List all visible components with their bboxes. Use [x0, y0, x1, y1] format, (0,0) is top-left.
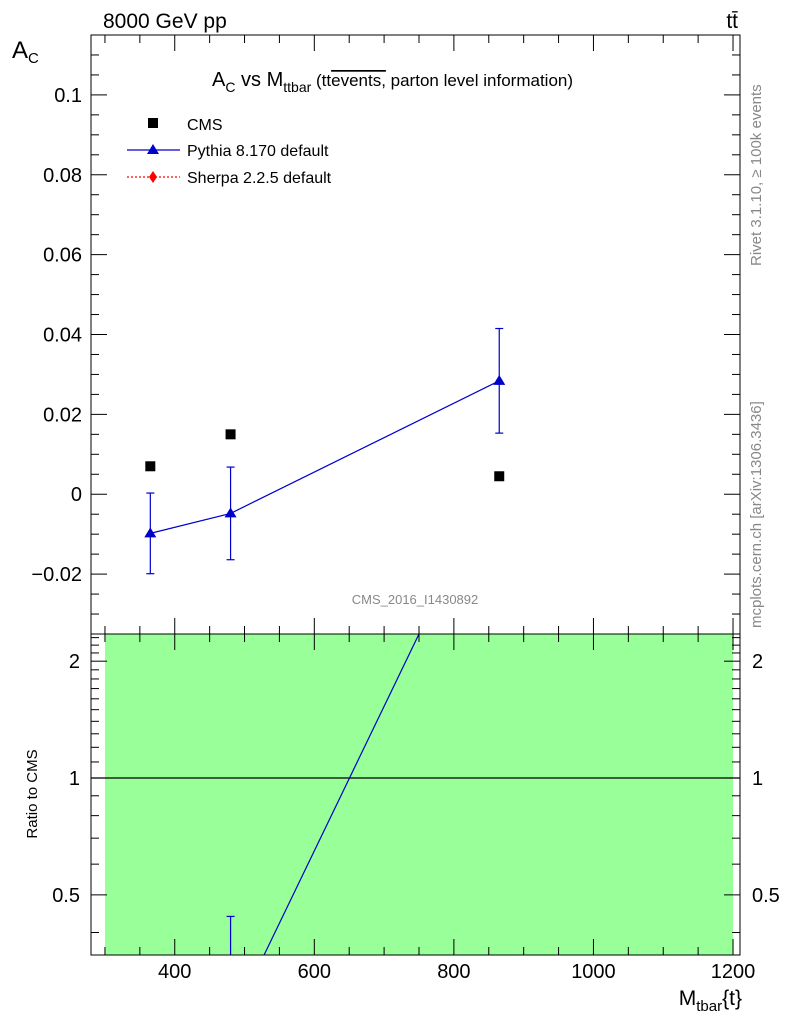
ratio-band — [104, 634, 734, 955]
x-axis-label: Mtbar{t} — [679, 987, 742, 1015]
legend-pythia-marker — [147, 144, 159, 154]
ratio-panel: 0.5 0.5 1 1 2 2 400 600 800 1000 1200 Ratio to CM… — [24, 633, 780, 1015]
cms-point — [145, 461, 156, 472]
process-label: tt̄ — [726, 10, 738, 33]
xlabel-main: M — [679, 987, 697, 1010]
legend: CMS Pythia 8.170 default Sherpa 2.2.5 de… — [127, 117, 332, 187]
x-tick-label: 1200 — [711, 961, 756, 983]
energy-label: 8000 GeV pp — [103, 10, 227, 33]
ratio-y-ticks: 0.5 0.5 1 1 2 2 — [52, 637, 780, 933]
title-overline: events, — [331, 71, 386, 90]
x-tick-label: 1000 — [571, 961, 616, 983]
ratio-data — [91, 633, 740, 956]
legend-cms-label: CMS — [187, 117, 223, 134]
ratio-y-tick-label: 1 — [69, 768, 80, 790]
title-m-sub: ttbar — [283, 79, 311, 95]
y-tick-label: 0 — [71, 484, 82, 506]
legend-sherpa-marker — [149, 171, 157, 183]
ratio-frame — [90, 633, 741, 956]
title-a: A — [212, 69, 226, 91]
y-tick-label: 0.06 — [43, 245, 82, 267]
main-title: AC vs Mttbar (ttevents, parton level inf… — [212, 69, 573, 95]
title-paren: (tt — [311, 71, 331, 90]
main-x-ticks — [104, 35, 734, 634]
title-a-sub: C — [225, 79, 235, 95]
ratio-y-tick-label: 0.5 — [52, 885, 80, 907]
ratio-x-ticks: 400 600 800 1000 1200 — [104, 634, 756, 983]
cms-uncertainty-band — [104, 634, 734, 955]
pythia-ratio-line — [263, 633, 420, 956]
pythia-line — [150, 380, 500, 534]
title-vs: vs M — [235, 69, 283, 91]
y-tick-label: −0.02 — [31, 564, 82, 586]
legend-cms-marker — [148, 118, 158, 128]
cms-point — [225, 429, 236, 440]
pythia-point — [144, 527, 157, 538]
x-tick-label: 600 — [298, 961, 331, 983]
ratio-y-tick-label: 2 — [69, 651, 80, 673]
main-data — [144, 327, 506, 575]
cms-point — [494, 471, 505, 482]
y-tick-label: 0.1 — [54, 85, 82, 107]
rivet-info: Rivet 3.1.10, ≥ 100k events — [748, 84, 765, 266]
ratio-y-axis-label: Ratio to CMS — [24, 749, 41, 838]
y-tick-label: 0.02 — [43, 404, 82, 426]
xlabel-sub: tbar — [696, 998, 722, 1015]
legend-sherpa-label: Sherpa 2.2.5 default — [187, 170, 332, 187]
xlabel-rest: {t} — [722, 987, 742, 1010]
x-tick-label: 800 — [437, 961, 470, 983]
pythia-point — [493, 374, 506, 385]
y-tick-label: 0.08 — [43, 165, 82, 187]
y-tick-label: 0.04 — [43, 325, 82, 347]
ylabel-main: A — [12, 37, 28, 64]
mcplots-info: mcplots.cern.ch [arXiv:1306.3436] — [748, 401, 765, 628]
ratio-y-tick-label-right: 2 — [752, 651, 763, 673]
x-tick-label: 400 — [158, 961, 191, 983]
main-y-axis-label: AC — [12, 37, 39, 67]
ylabel-sub: C — [28, 50, 39, 67]
watermark: CMS_2016_I1430892 — [352, 592, 479, 607]
title-rest: parton level information) — [386, 71, 573, 90]
ratio-y-tick-label-right: 0.5 — [752, 885, 780, 907]
ratio-y-tick-label-right: 1 — [752, 768, 763, 790]
main-y-ticks: −0.02 0 0.02 0.04 0.06 0.08 0.1 — [31, 34, 740, 635]
legend-pythia-label: Pythia 8.170 default — [187, 143, 329, 160]
pythia-point — [224, 507, 237, 518]
